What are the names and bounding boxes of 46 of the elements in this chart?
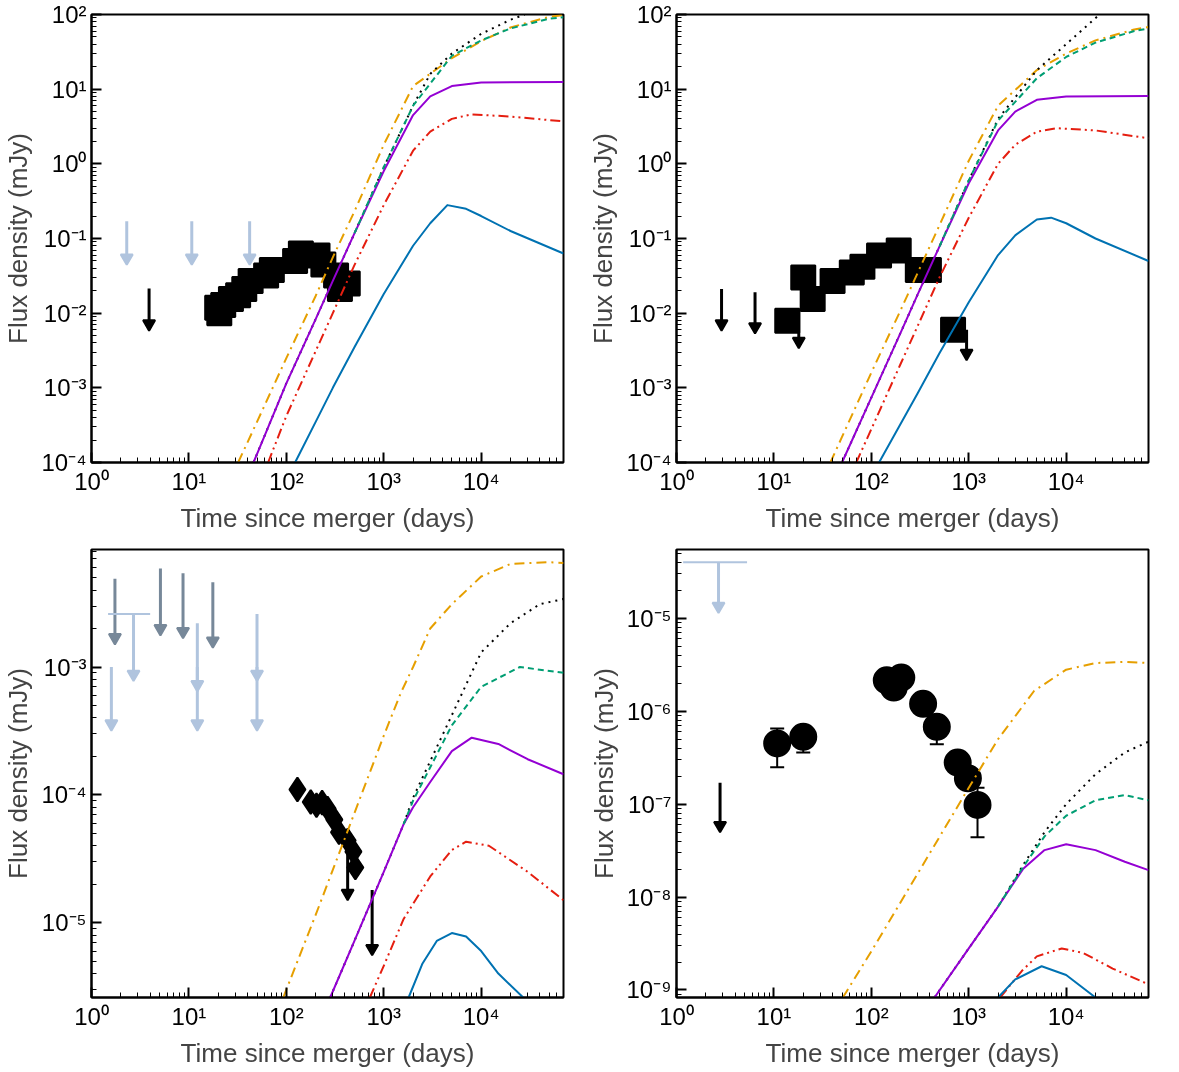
y-tick-label: 10⁻⁹ <box>626 976 672 1004</box>
y-tick-label: 10⁻³ <box>43 653 87 681</box>
x-tick-label: 10¹ <box>171 467 207 495</box>
y-tick-label: 10⁻⁸ <box>626 883 672 911</box>
y-tick-label: 10⁻³ <box>43 374 87 402</box>
x-axis-title: Time since merger (days) <box>180 502 475 533</box>
x-tick-label: 10¹ <box>756 467 792 495</box>
x-tick-label: 10² <box>268 1002 304 1030</box>
x-tick-label: 10³ <box>951 1002 987 1030</box>
y-tick-label: 10⁻² <box>628 299 672 327</box>
x-axis-title: Time since merger (days) <box>765 502 1060 533</box>
x-tick-label: 10¹ <box>756 1002 792 1030</box>
x-tick-label: 10⁰ <box>659 1002 694 1030</box>
x-tick-label: 10³ <box>951 467 987 495</box>
x-axis-title: Time since merger (days) <box>180 1037 475 1068</box>
x-tick-label: 10⁴ <box>462 1002 500 1030</box>
y-tick-label: 10⁻³ <box>628 374 672 402</box>
y-axis-title: Flux density (mJy) <box>588 668 619 879</box>
y-tick-label: 10⁰ <box>636 150 672 178</box>
y-axis-title: Flux density (mJy) <box>588 133 619 344</box>
y-tick-label: 10¹ <box>636 75 672 103</box>
y-tick-label: 10⁰ <box>51 150 87 178</box>
x-tick-label: 10³ <box>366 1002 402 1030</box>
x-tick-label: 10⁴ <box>1047 1002 1085 1030</box>
y-tick-label: 10¹ <box>51 75 87 103</box>
y-tick-label: 10⁻⁶ <box>626 697 672 725</box>
y-tick-label: 10⁻⁷ <box>628 790 672 818</box>
y-tick-label: 10⁻² <box>43 299 87 327</box>
y-tick-label: 10² <box>51 1 87 28</box>
y-tick-label: 10² <box>636 1 672 28</box>
x-tick-label: 10⁴ <box>1047 467 1085 495</box>
y-tick-label: 10⁻⁴ <box>41 781 87 809</box>
x-tick-label: 10¹ <box>171 1002 207 1030</box>
y-tick-label: 10⁻¹ <box>43 225 87 252</box>
x-axis-title: Time since merger (days) <box>765 1037 1060 1068</box>
x-tick-label: 10² <box>853 467 889 495</box>
y-axis-title: Flux density (mJy) <box>3 668 34 879</box>
x-tick-label: 10² <box>268 467 304 495</box>
x-tick-label: 10⁴ <box>462 467 500 495</box>
x-tick-label: 10³ <box>366 467 402 495</box>
y-tick-label: 10⁻⁵ <box>626 604 672 632</box>
x-tick-label: 10⁰ <box>74 1002 109 1030</box>
y-axis-title: Flux density (mJy) <box>3 133 34 344</box>
y-tick-label: 10⁻⁵ <box>41 909 87 937</box>
x-tick-label: 10² <box>853 1002 889 1030</box>
y-tick-label: 10⁻¹ <box>628 225 672 252</box>
